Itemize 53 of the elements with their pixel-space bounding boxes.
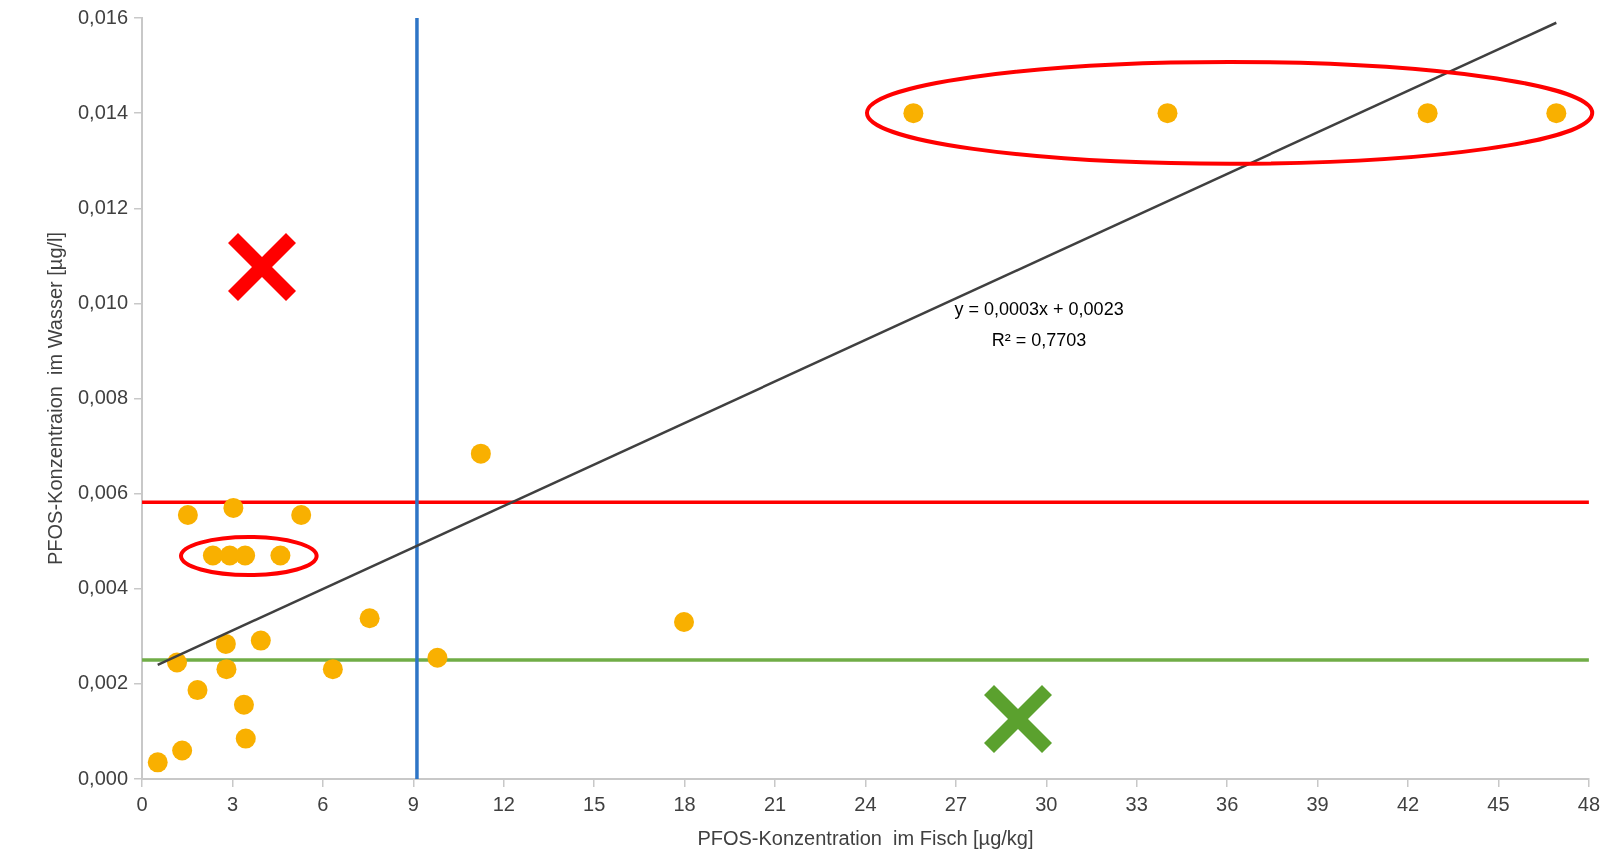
point bbox=[291, 505, 312, 526]
y-tick-label: 0,006 bbox=[77, 481, 129, 504]
y-tick-label: 0,012 bbox=[77, 195, 129, 218]
point bbox=[1417, 103, 1438, 124]
x-tick-label: 12 bbox=[492, 792, 515, 815]
x-tick-label: 27 bbox=[944, 792, 968, 815]
y-tick-label: 0,000 bbox=[77, 766, 129, 789]
x-tick-label: 36 bbox=[1216, 792, 1239, 815]
x-tick-label: 6 bbox=[317, 792, 329, 815]
point bbox=[235, 545, 256, 566]
x-tick-label: 21 bbox=[763, 792, 787, 815]
x-tick-label: 45 bbox=[1487, 792, 1510, 815]
y-tick-label: 0,002 bbox=[77, 671, 129, 694]
x-axis-title: PFOS-Konzentration im Fisch [µg/kg] bbox=[697, 826, 1034, 849]
y-tick-label: 0,008 bbox=[77, 386, 129, 409]
y-tick-label: 0,004 bbox=[77, 576, 129, 599]
point bbox=[216, 659, 237, 680]
point bbox=[235, 728, 256, 749]
point bbox=[215, 633, 236, 654]
x-tick-label: 30 bbox=[1035, 792, 1058, 815]
x-tick-label: 33 bbox=[1125, 792, 1148, 815]
x-tick-label: 9 bbox=[407, 792, 419, 815]
x-tick-label: 0 bbox=[136, 792, 148, 815]
point bbox=[359, 608, 380, 629]
x-tick-label: 3 bbox=[226, 792, 239, 815]
point bbox=[202, 545, 223, 566]
point bbox=[187, 680, 208, 701]
point bbox=[674, 612, 695, 633]
x-tick-label: 18 bbox=[673, 792, 696, 815]
point bbox=[147, 752, 168, 773]
point bbox=[322, 659, 343, 680]
point bbox=[470, 443, 491, 464]
point bbox=[250, 630, 271, 651]
point bbox=[233, 694, 254, 715]
x-tick-label: 42 bbox=[1396, 792, 1420, 815]
annotation: R² = 0,7703 bbox=[991, 330, 1087, 351]
point bbox=[223, 497, 244, 518]
point bbox=[427, 647, 448, 668]
point bbox=[1157, 103, 1178, 124]
point bbox=[270, 545, 291, 566]
x-tick-label: 24 bbox=[854, 792, 877, 815]
point bbox=[903, 103, 924, 124]
y-tick-label: 0,010 bbox=[77, 290, 129, 313]
y-tick-label: 0,016 bbox=[77, 5, 129, 28]
point bbox=[172, 740, 193, 761]
x-tick-label: 48 bbox=[1577, 792, 1600, 815]
point bbox=[177, 505, 198, 526]
y-axis-title: PFOS-Konzentraion im Wasser [µg/l] bbox=[43, 231, 66, 566]
x-tick-label: 39 bbox=[1306, 792, 1329, 815]
x-tick-label: 15 bbox=[583, 792, 606, 815]
point bbox=[1546, 103, 1567, 124]
annotation: y = 0,0003x + 0,0023 bbox=[954, 299, 1124, 320]
y-tick-label: 0,014 bbox=[77, 100, 129, 123]
